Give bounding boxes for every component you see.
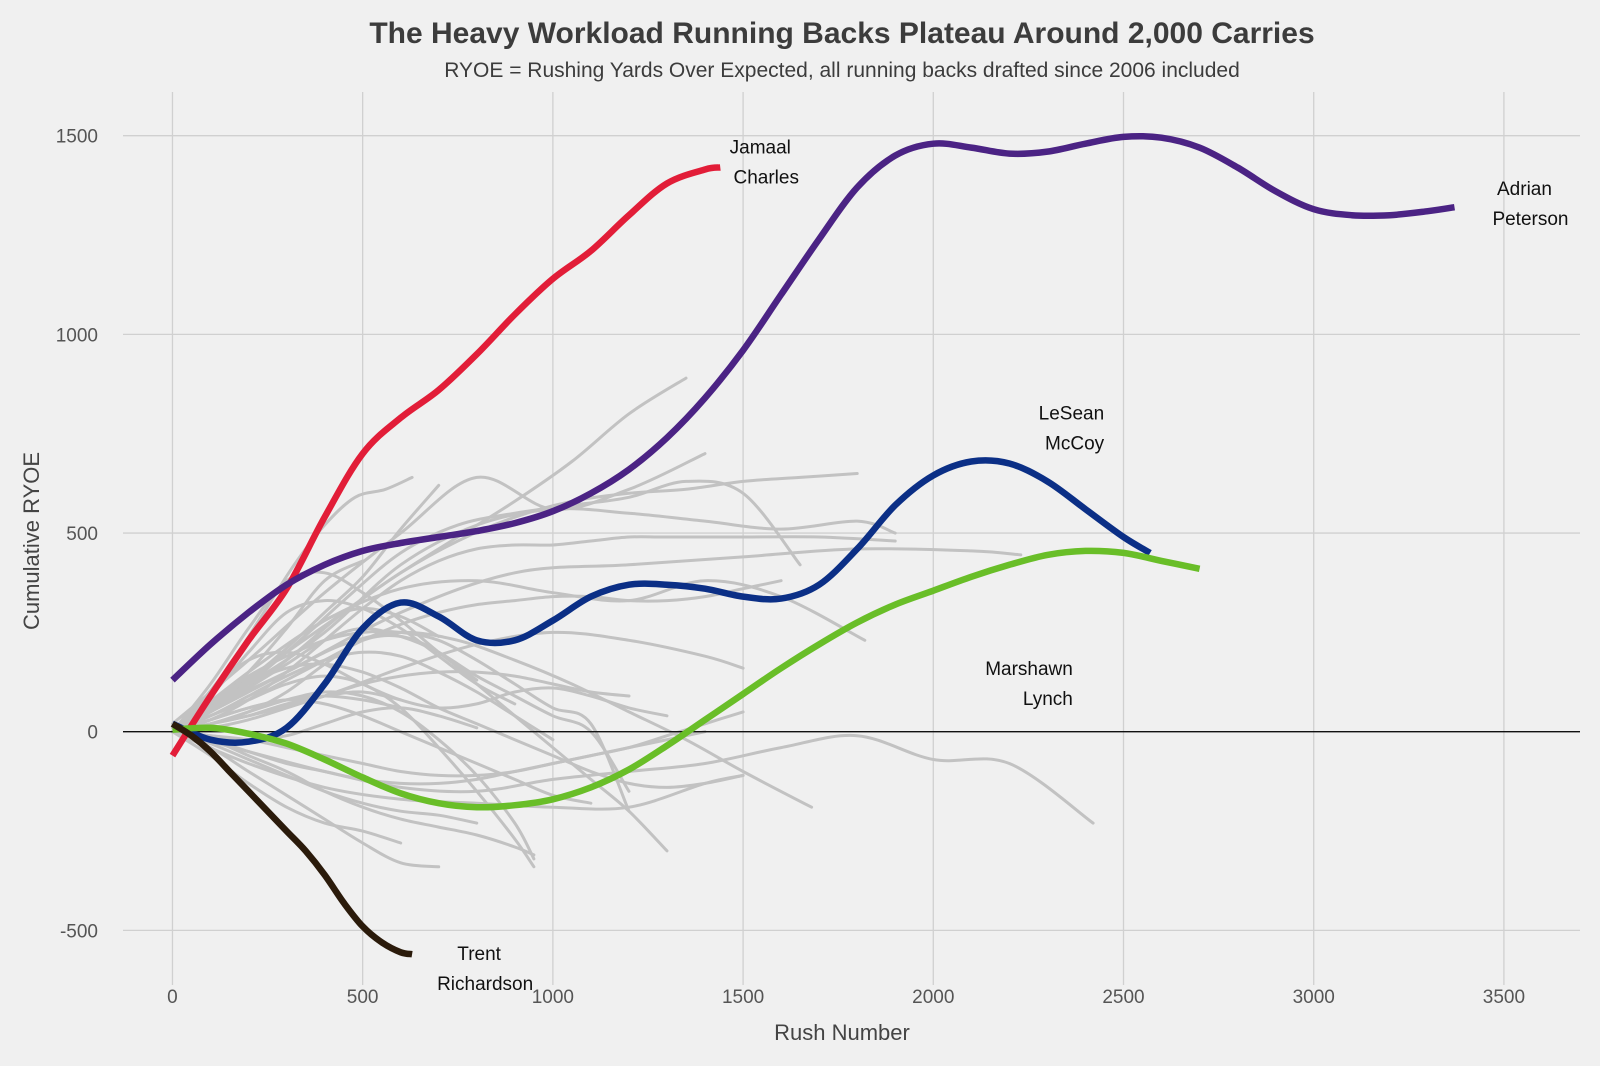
chart-title: The Heavy Workload Running Backs Plateau… xyxy=(369,17,1314,50)
y-tick-label: 1000 xyxy=(56,325,98,346)
other-player-line xyxy=(171,630,814,809)
other-player-line xyxy=(171,570,479,734)
other-player-line xyxy=(171,579,867,734)
other-player-line xyxy=(171,579,783,734)
highlighted-player-lines xyxy=(169,132,1456,958)
other-player-line xyxy=(171,662,745,789)
annotation-lesean-mccoy: LeSean xyxy=(1039,404,1105,425)
other-player-line xyxy=(171,650,555,742)
x-tick-label: 1500 xyxy=(722,987,764,1008)
line-lesean-mccoy xyxy=(171,457,1152,746)
annotation-jamaal-charles: Charles xyxy=(734,167,799,188)
y-axis-label: Cumulative RYOE xyxy=(19,452,44,630)
x-tick-label: 500 xyxy=(347,987,379,1008)
annotation-marshawn-lynch: Lynch xyxy=(1023,689,1073,710)
annotation-jamaal-charles: Jamaal xyxy=(730,137,791,158)
line-trent-richardson xyxy=(170,721,413,958)
annotation-trent-richardson: Richardson xyxy=(437,974,533,995)
other-player-line xyxy=(171,710,745,786)
y-tick-label: 0 xyxy=(87,723,98,744)
other-player-line xyxy=(171,730,479,825)
other-player-line xyxy=(171,650,669,734)
annotation-adrian-peterson: Adrian xyxy=(1497,179,1552,200)
line-adrian-peterson xyxy=(170,132,1456,683)
other-player-line xyxy=(171,452,707,726)
player-annotations: Jamaal Charles Adrian Peterson LeSean McCoy Ma… xyxy=(437,137,1568,995)
annotation-lesean-mccoy: McCoy xyxy=(1045,434,1105,455)
other-player-lines xyxy=(171,376,1095,869)
y-tick-label: 500 xyxy=(66,524,98,545)
tick-labels: 0 500 1000 1500 2000 2500 3000 3500 -500 0 500 1000… xyxy=(56,127,1525,1008)
chart-subtitle: RYOE = Rushing Yards Over Expected, all … xyxy=(444,59,1240,82)
other-player-line xyxy=(171,606,441,734)
y-tick-label: -500 xyxy=(60,921,98,942)
x-tick-label: 3000 xyxy=(1293,987,1335,1008)
x-tick-label: 1000 xyxy=(532,987,574,1008)
other-player-line xyxy=(171,730,745,811)
y-tick-label: 1500 xyxy=(56,127,98,148)
other-player-line xyxy=(171,630,745,734)
other-player-line xyxy=(171,535,897,734)
annotation-trent-richardson: Trent xyxy=(457,944,501,965)
other-player-line xyxy=(171,670,631,734)
line-marshawn-lynch xyxy=(172,547,1201,811)
line-jamaal-charles xyxy=(169,164,721,758)
x-tick-label: 2000 xyxy=(912,987,954,1008)
x-tick-label: 2500 xyxy=(1102,987,1144,1008)
other-player-line xyxy=(171,730,536,857)
x-tick-label: 3500 xyxy=(1483,987,1525,1008)
x-tick-label: 0 xyxy=(167,987,178,1008)
other-player-line xyxy=(171,690,536,861)
annotation-adrian-peterson: Peterson xyxy=(1492,209,1568,230)
annotation-marshawn-lynch: Marshawn xyxy=(985,659,1073,680)
x-axis-label: Rush Number xyxy=(774,1020,910,1045)
